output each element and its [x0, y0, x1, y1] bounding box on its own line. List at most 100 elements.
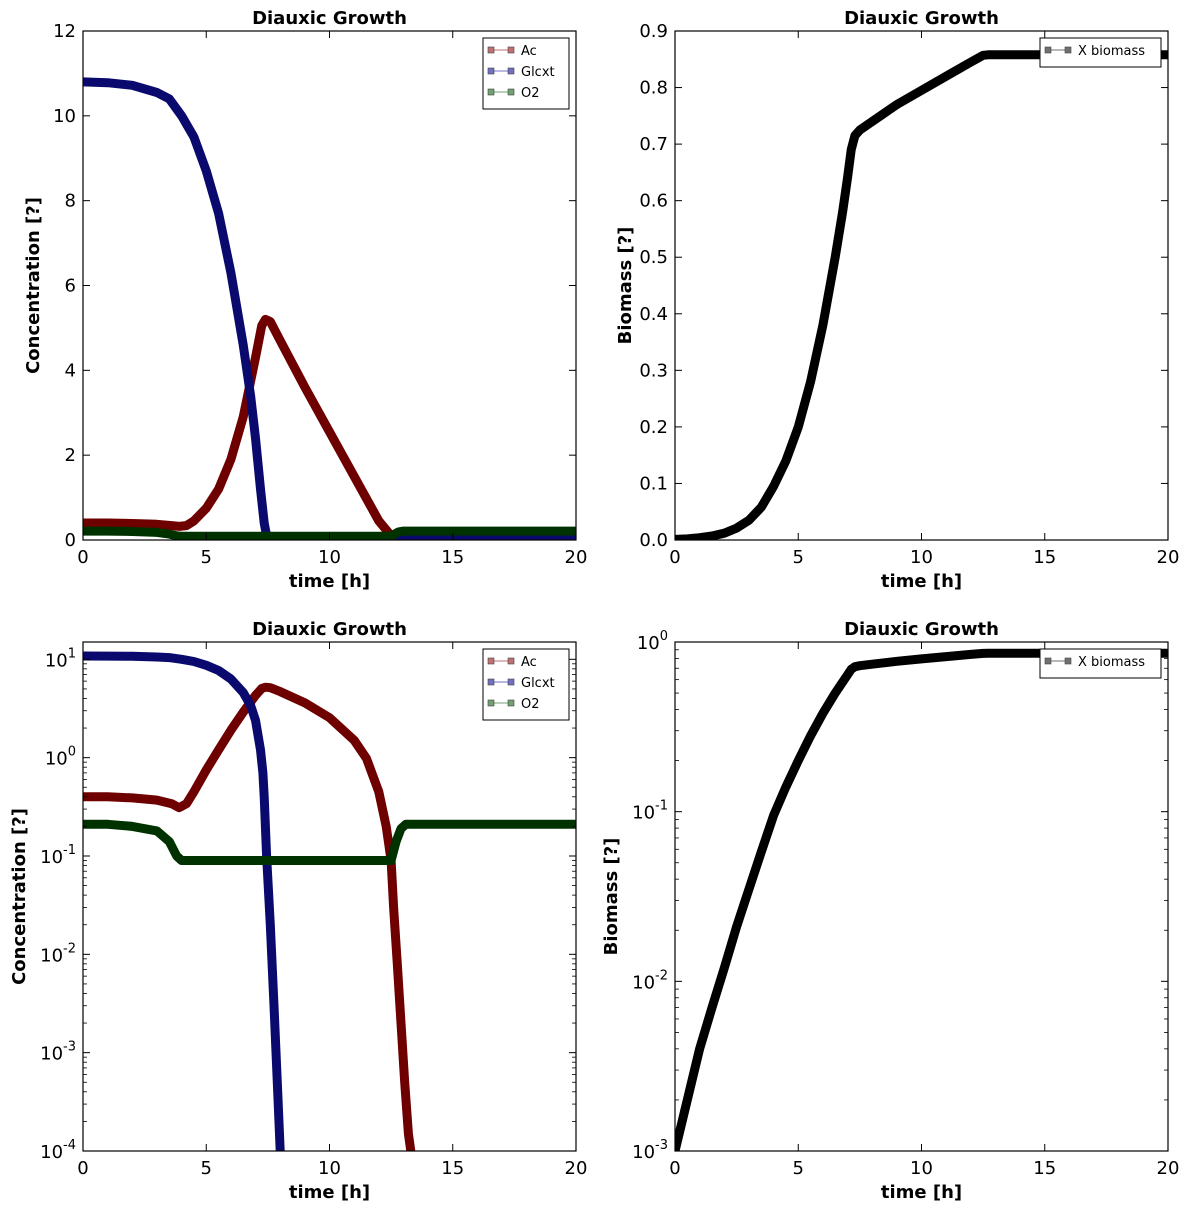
y-tick-base: 10: [40, 1044, 63, 1065]
x-axis-label: time [h]: [289, 571, 370, 592]
legend-label: O2: [521, 697, 540, 712]
y-tick-label: 0.0: [639, 530, 668, 551]
y-tick-label: 10-2: [40, 941, 76, 966]
legend-marker: [487, 46, 495, 54]
series-line-o2: [83, 526, 576, 540]
x-axis-label: time [h]: [881, 1182, 962, 1203]
x-tick-label: 5: [201, 547, 212, 568]
y-tick-label: 10: [53, 106, 76, 127]
y-tick-exponent: 1: [68, 646, 76, 661]
x-tick-label: 20: [1157, 547, 1180, 568]
series-group: [83, 651, 576, 1151]
legend-label: Ac: [521, 655, 537, 670]
y-tick-label: 0.3: [639, 360, 668, 381]
x-tick-label: 20: [565, 1158, 588, 1179]
y-tick-base: 10: [40, 1142, 63, 1163]
legend-marker: [487, 678, 495, 686]
legend-label: O2: [521, 86, 540, 101]
legend-item-ac: Ac: [487, 655, 537, 670]
y-tick-label: 8: [65, 191, 76, 212]
y-tick-label: 10-4: [40, 1138, 76, 1163]
x-tick-label: 10: [318, 547, 341, 568]
x-tick-label: 20: [1157, 1158, 1180, 1179]
legend-marker: [487, 657, 495, 665]
legend-item-glcxt: Glcxt: [487, 65, 555, 80]
y-tick-label: 10-1: [40, 843, 76, 868]
y-tick-base: 10: [40, 945, 63, 966]
legend: X biomass: [1039, 37, 1162, 68]
legend-label: X biomass: [1078, 44, 1145, 59]
chart-title: Diauxic Growth: [252, 619, 407, 640]
x-tick-label: 10: [910, 1158, 933, 1179]
legend-box: [1039, 37, 1162, 68]
y-tick-base: 10: [632, 803, 655, 824]
y-tick-base: 10: [632, 1142, 655, 1163]
legend-marker: [507, 67, 515, 75]
legend-marker: [507, 46, 515, 54]
legend-marker: [507, 699, 515, 707]
legend: X biomass: [1039, 648, 1162, 679]
series-line-glcxt: [83, 77, 576, 540]
legend-marker: [487, 699, 495, 707]
y-tick-label: 2: [65, 445, 76, 466]
x-tick-label: 0: [77, 547, 88, 568]
y-tick-label: 101: [45, 646, 76, 671]
y-tick-label: 100: [45, 745, 76, 770]
y-tick-base: 10: [632, 972, 655, 993]
y-tick-exponent: 0: [660, 629, 668, 644]
legend-marker: [1064, 46, 1072, 54]
x-tick-label: 5: [793, 547, 804, 568]
series-line-x-biomass: [675, 50, 1168, 540]
legend-marker: [487, 67, 495, 75]
legend-item-ac: Ac: [487, 44, 537, 59]
legend-marker: [1044, 657, 1052, 665]
series-line-o2: [83, 819, 576, 865]
y-tick-exponent: 0: [68, 745, 76, 760]
x-tick-label: 15: [1033, 1158, 1056, 1179]
y-tick-label: 0.7: [639, 134, 668, 155]
series-line-glcxt: [83, 651, 285, 1151]
x-tick-label: 5: [201, 1158, 212, 1179]
y-tick-label: 12: [53, 21, 76, 42]
y-tick-base: 10: [40, 847, 63, 868]
y-tick-label: 0.5: [639, 247, 668, 268]
legend-item-o2: O2: [487, 86, 540, 101]
legend-label: X biomass: [1078, 655, 1145, 670]
y-tick-label: 10-1: [632, 799, 668, 824]
x-axis-label: time [h]: [881, 571, 962, 592]
panel-top-left-linear-concentration: 0 5 10 15 20 0 2 4 6 8 10 12 Diauxic Growth time [h] C…: [23, 8, 587, 592]
chart-title: Diauxic Growth: [844, 8, 999, 29]
x-tick-label: 10: [318, 1158, 341, 1179]
legend-marker: [507, 657, 515, 665]
legend-item-x-biomass: X biomass: [1044, 44, 1145, 59]
y-tick-label: 10-3: [632, 1138, 668, 1163]
x-axis-label: time [h]: [289, 1182, 370, 1203]
legend-marker: [507, 678, 515, 686]
x-tick-label: 5: [793, 1158, 804, 1179]
y-tick-label: 100: [637, 629, 668, 654]
y-tick-exponent: -2: [655, 968, 668, 983]
legend-box: [1039, 648, 1162, 679]
legend-item-x-biomass: X biomass: [1044, 655, 1145, 670]
y-tick-base: 10: [637, 633, 660, 654]
series-line-ac: [83, 314, 576, 540]
y-tick-exponent: -3: [63, 1040, 76, 1055]
y-axis-label: Concentration [?]: [23, 197, 44, 374]
y-tick-label: 10-2: [632, 968, 668, 993]
x-tick-label: 0: [669, 1158, 680, 1179]
y-axis-label: Biomass [?]: [601, 838, 622, 956]
y-tick-exponent: -4: [63, 1138, 76, 1153]
series-group: [675, 50, 1168, 540]
x-tick-label: 10: [910, 547, 933, 568]
y-tick-label: 0.6: [639, 191, 668, 212]
axes-frame: [674, 30, 1169, 541]
y-tick-exponent: -3: [655, 1138, 668, 1153]
y-tick-label: 10-3: [40, 1040, 76, 1065]
legend-marker: [1044, 46, 1052, 54]
y-axis-label: Biomass [?]: [615, 227, 636, 345]
y-tick-label: 6: [65, 276, 76, 297]
x-tick-label: 15: [441, 1158, 464, 1179]
